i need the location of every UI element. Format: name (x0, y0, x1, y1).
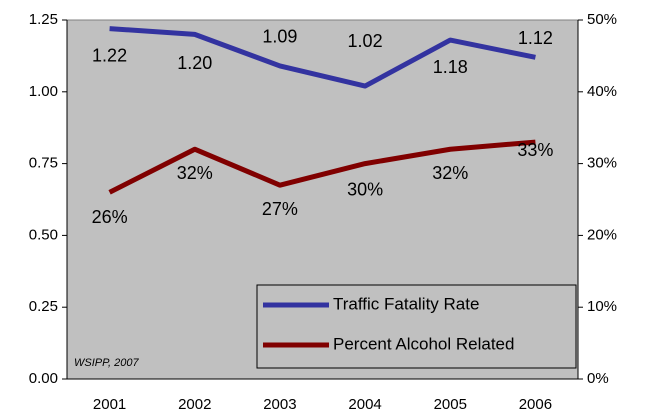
y-tick-label: 1.25 (29, 11, 58, 28)
x-tick-label: 2004 (348, 396, 381, 413)
y-tick-label: 0.50 (29, 226, 58, 243)
x-tick-label: 2005 (434, 396, 467, 413)
y-tick-label: 0.25 (29, 298, 58, 315)
legend-box (256, 284, 577, 369)
data-label: 26% (92, 207, 128, 227)
y2-tick-label: 0% (587, 370, 609, 387)
x-tick-label: 2001 (93, 396, 126, 413)
y2-tick-label: 30% (587, 155, 617, 172)
legend-label: Percent Alcohol Related (333, 334, 514, 353)
x-tick-label: 2003 (263, 396, 296, 413)
data-label: 1.22 (92, 45, 127, 65)
y2-tick-label: 40% (587, 83, 617, 100)
series-line (108, 139, 536, 195)
data-label: 27% (262, 199, 298, 219)
y-tick-label: 1.00 (29, 83, 58, 100)
data-label: 33% (517, 140, 553, 160)
y-tick-label: 0.75 (29, 155, 58, 172)
data-label: 1.18 (433, 57, 468, 77)
data-label: 30% (347, 179, 383, 199)
x-tick-label: 2006 (519, 396, 552, 413)
y2-tick-label: 50% (587, 11, 617, 28)
data-label: 32% (432, 163, 468, 183)
x-tick-label: 2002 (178, 396, 211, 413)
data-label: 1.20 (177, 53, 212, 73)
annotation: WSIPP, 2007 (74, 357, 139, 369)
data-label: 1.02 (348, 31, 383, 51)
data-label: 1.12 (518, 28, 553, 48)
series-line (109, 26, 536, 89)
data-label: 1.09 (262, 27, 297, 47)
y-tick-label: 0.00 (29, 370, 58, 387)
y2-tick-label: 10% (587, 298, 617, 315)
data-label: 32% (177, 163, 213, 183)
y2-tick-label: 20% (587, 226, 617, 243)
legend-label: Traffic Fatality Rate (333, 294, 479, 313)
